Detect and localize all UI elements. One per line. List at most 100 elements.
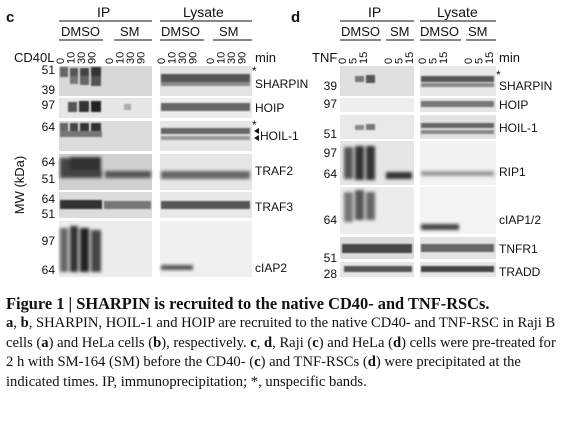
c-hoil1-arrowhead-2 [254, 135, 259, 141]
panel-c-mw-marker: 51 [42, 63, 56, 77]
panel-c-timepoint-label: 30 [125, 52, 137, 64]
panel-c-blot-label: HOIL-1 [260, 129, 299, 143]
caption-ref-b: b [20, 315, 29, 331]
panel-d-timepoint-label: 15 [484, 52, 496, 64]
panel-d-ip-sm: SM [390, 24, 410, 39]
panel-c-mw-marker: 51 [42, 172, 56, 186]
caption-text: ) and HeLa cells ( [48, 334, 154, 351]
caption-sep: , [13, 315, 21, 331]
figure-caption: Figure 1 | SHARPIN is recruited to the n… [6, 293, 562, 392]
caption-title: Figure 1 | SHARPIN is recruited to the n… [6, 294, 490, 313]
panel-c-y-axis-label: MW (kDa) [12, 156, 27, 215]
caption-text: , SHARPIN, HOIL-1 and HOIP are recruited… [6, 315, 556, 351]
caption-ref-d3: d [367, 354, 376, 371]
panel-d-blot-label: HOIP [499, 98, 528, 112]
caption-text: , Raji ( [272, 334, 313, 351]
panel-c-timepoint-label: 30 [226, 52, 238, 64]
panel-d-timepoint-label: 15 [358, 52, 370, 64]
panel-d-mw-marker: 28 [324, 267, 338, 281]
panel-c-mw-marker: 64 [42, 120, 56, 134]
panel-d-timepoint-label: 0 [337, 58, 349, 64]
panel-c-time-unit: min [255, 50, 276, 65]
panel-c-mw-marker: 64 [42, 155, 56, 169]
panel-c-timepoint-label: 0 [156, 58, 168, 64]
panel-d-mw-marker: 97 [324, 146, 338, 160]
panel-d-timepoint-label: 5 [474, 58, 486, 64]
d-hoil1-ip-strip [340, 115, 414, 139]
panel-d-lysate-label: Lysate [437, 4, 478, 20]
panel-c-mw-marker: 51 [42, 207, 56, 221]
panel-d-blot-label: SHARPIN [499, 79, 552, 93]
panel-c-blot-label: TRAF3 [255, 200, 293, 214]
caption-ref-c: c [250, 334, 257, 351]
d-hoip-ip-strip [340, 98, 414, 112]
panel-c-blot-label: SHARPIN [255, 77, 308, 91]
panel-c-blots [59, 66, 252, 277]
panel-c-timepoint-label: 0 [205, 58, 217, 64]
panel-c-timepoint-label: 10 [216, 52, 228, 64]
panel-c-timepoint-label: 90 [87, 52, 99, 64]
panel-d-mw-marker: 51 [324, 251, 338, 265]
panel-c-lys-sm: SM [219, 24, 239, 39]
panel-d-mw-marker: 64 [324, 167, 338, 181]
panel-c-timepoint-label: 0 [55, 58, 67, 64]
panel-c-mw-marker: 97 [42, 234, 56, 248]
caption-text: ) and HeLa ( [318, 334, 393, 351]
panel-c-lysate-label: Lysate [183, 4, 224, 20]
panel-c-letter: c [6, 9, 14, 26]
panel-c-timepoint-label: 90 [237, 52, 249, 64]
panel-d-timepoint-label: 15 [438, 52, 450, 64]
panel-c-blot-label: TRAF2 [255, 164, 293, 178]
panel-d-time-unit: min [499, 50, 520, 65]
panel-c-asterisk-1: * [252, 64, 257, 78]
panel-d-timepoint-label: 0 [383, 58, 395, 64]
panel-d-letter: d [291, 9, 300, 26]
western-blot-figure: c IP Lysate DMSO SM DMSO SM CD40L min 01… [6, 4, 552, 281]
panel-c-mw-marker: 39 [42, 83, 56, 97]
panel-d-timepoint-label: 5 [348, 58, 360, 64]
panel-c-timepoint-label: 30 [76, 52, 88, 64]
panel-d-stimulus-label: TNF [312, 50, 337, 65]
panel-c-asterisk-2: * [252, 118, 257, 132]
panel-c-ip-label: IP [97, 4, 110, 20]
caption-text: ) and TNF-RSCs ( [260, 354, 368, 371]
panel-d-timepoint-label: 5 [394, 58, 406, 64]
caption-ref-a: a [6, 315, 14, 331]
panel-c-timepoint-label: 30 [177, 52, 189, 64]
panel-c-blot-label: cIAP2 [255, 261, 287, 275]
panel-c-blot-labels: SHARPIN HOIP HOIL-1 TRAF2 TRAF3 cIAP2 [255, 77, 308, 275]
panel-c-timepoint-label: 10 [66, 52, 78, 64]
panel-c-ip-dmso: DMSO [61, 24, 100, 39]
panel-c-timepoint-label: 0 [104, 58, 116, 64]
caption-body: a, b, SHARPIN, HOIL-1 and HOIP are recru… [6, 315, 556, 390]
panel-c-lys-dmso: DMSO [161, 24, 200, 39]
panel-d-blot-label: TRADD [499, 265, 541, 279]
panel-d-blot-label: TNFR1 [499, 242, 538, 256]
panel-c-ip-sm: SM [120, 24, 140, 39]
panel-c-timepoint-label: 90 [188, 52, 200, 64]
panel-d-lys-dmso: DMSO [420, 24, 459, 39]
panel-c-mw-marker: 64 [42, 263, 56, 277]
panel-d-lys-sm: SM [468, 24, 488, 39]
panel-d-ip-dmso: DMSO [341, 24, 380, 39]
panel-c-stimulus-label: CD40L [14, 50, 54, 65]
panel-c-timepoint-label: 90 [136, 52, 148, 64]
panel-d-asterisk-1: * [496, 68, 501, 82]
caption-ref-d: d [264, 334, 273, 351]
caption-sep: , [256, 334, 265, 351]
caption-ref-d2: d [392, 334, 402, 351]
d-sharpin-ip-strip [340, 66, 414, 96]
panel-d-mw-marker: 97 [324, 97, 338, 111]
panel-c-timepoint-label: 10 [167, 52, 179, 64]
caption-ref-a2: a [41, 334, 49, 351]
panel-d-ip-label: IP [368, 4, 381, 20]
caption-text: ), respectively. [161, 334, 251, 351]
caption-text: ) were precipitated at the indicated tim… [6, 354, 521, 390]
d-rip1-lys-strip [420, 141, 496, 185]
panel-d-timepoint-label: 0 [463, 58, 475, 64]
caption-ref-b2: b [153, 334, 162, 351]
caption-text: ) cells were pre-treated for 2 h with SM… [6, 334, 556, 371]
